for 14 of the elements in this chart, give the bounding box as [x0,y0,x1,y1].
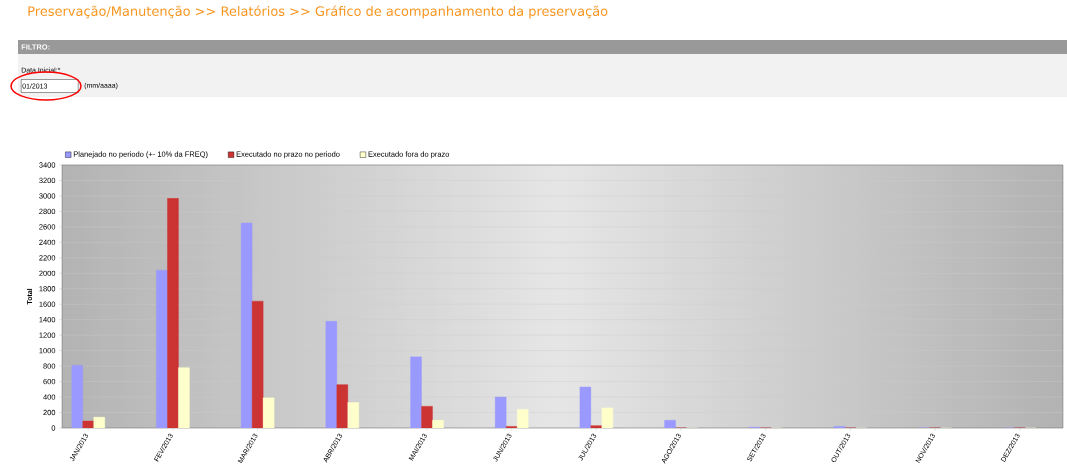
bar [93,416,105,428]
bar [336,384,349,428]
bar [262,397,275,428]
bar [251,300,264,428]
chart-title: Preservação/Manutenção >> Relatórios >> Gráfico de acompanhamento da preservação [28,5,608,19]
bar [516,409,529,428]
bar [178,367,190,428]
bar [432,420,444,428]
bar [167,198,179,428]
bar [590,425,603,428]
bar [347,402,360,428]
bar [421,406,433,428]
bar [601,407,614,428]
bar [82,420,94,428]
